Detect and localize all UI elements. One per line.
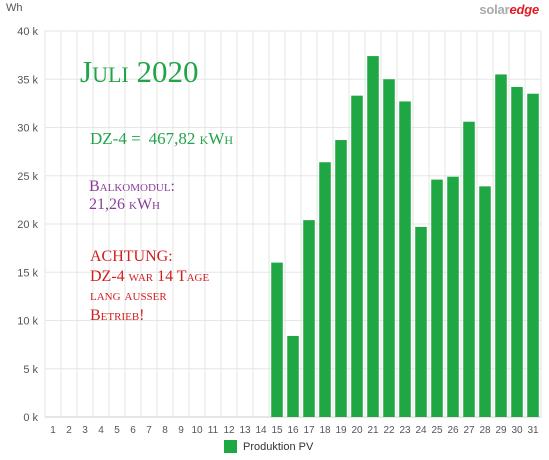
bar [447, 176, 459, 417]
x-tick-label: 31 [527, 425, 539, 436]
x-tick-label: 2 [66, 425, 72, 436]
bar [415, 226, 427, 417]
x-tick-label: 8 [162, 425, 168, 436]
x-tick-label: 11 [208, 425, 219, 436]
x-tick-label: 17 [303, 425, 315, 436]
bar [495, 74, 507, 418]
y-tick-label: 25 k [17, 171, 38, 183]
bar [287, 335, 299, 417]
x-tick-label: 3 [82, 425, 88, 436]
x-tick-label: 10 [191, 425, 203, 436]
x-tick-label: 29 [495, 425, 507, 436]
x-tick-label: 9 [178, 425, 184, 436]
y-tick-label: 10 k [17, 316, 38, 328]
x-tick-label: 4 [98, 425, 104, 436]
bar [527, 93, 539, 417]
x-tick-label: 15 [271, 425, 283, 436]
dz4-label: DZ-4 = [90, 129, 141, 148]
bar [463, 121, 475, 418]
dz4-value: 467,82 kWh [148, 129, 234, 148]
x-tick-label: 22 [383, 425, 395, 436]
dz4-annotation: DZ-4 = 467,82 kWh [90, 129, 234, 149]
x-tick-label: 5 [114, 425, 120, 436]
x-tick-label: 7 [146, 425, 152, 436]
warning-line-2: DZ-4 war 14 Tage [90, 267, 210, 285]
balkomodul-value: 21,26 kWh [89, 195, 160, 213]
x-tick-label: 1 [50, 425, 56, 436]
y-tick-label: 40 k [17, 26, 38, 38]
bar [335, 140, 347, 418]
logo-text-solar: solar [479, 2, 510, 17]
x-tick-label: 18 [319, 425, 331, 436]
bar [319, 162, 331, 417]
warning-line-1: ACHTUNG: [90, 248, 173, 265]
x-tick-label: 24 [415, 425, 427, 436]
x-tick-label: 27 [463, 425, 475, 436]
warning-annotation: ACHTUNG: DZ-4 war 14 Tage lang ausser Be… [90, 247, 209, 325]
x-tick-label: 6 [130, 425, 136, 436]
solaredge-logo: solaredge [479, 2, 539, 17]
bar [271, 262, 283, 417]
x-tick-label: 26 [447, 425, 459, 436]
legend-swatch [224, 440, 237, 453]
y-tick-label: 5 k [23, 364, 38, 376]
bar [511, 86, 523, 417]
y-tick-label: 0 k [23, 412, 38, 424]
bar [399, 101, 411, 417]
balkomodul-annotation: Balkomodul: 21,26 kWh [89, 178, 175, 213]
x-tick-label: 13 [239, 425, 251, 436]
balkomodul-label: Balkomodul: [89, 178, 175, 195]
x-tick-label: 12 [223, 425, 235, 436]
bar [367, 56, 379, 418]
legend-label: Produktion PV [243, 440, 314, 453]
y-tick-label: 30 k [17, 123, 38, 135]
chart-title: Juli 2020 [80, 54, 199, 89]
x-tick-label: 20 [351, 425, 363, 436]
x-tick-label: 16 [287, 425, 299, 436]
y-tick-label: 20 k [17, 219, 38, 231]
bar [383, 79, 395, 417]
bar [303, 220, 315, 417]
x-tick-label: 21 [367, 425, 379, 436]
bar [351, 95, 363, 417]
y-tick-label: 35 k [17, 74, 38, 86]
legend[interactable]: Produktion PV [224, 440, 313, 453]
x-tick-label: 19 [335, 425, 347, 436]
x-tick-label: 14 [255, 425, 267, 436]
x-tick-label: 28 [479, 425, 491, 436]
bar [431, 179, 443, 417]
warning-line-3: lang ausser [90, 287, 167, 305]
y-axis-unit-label: Wh [6, 2, 23, 14]
x-tick-label: 30 [511, 425, 523, 436]
warning-line-4: Betrieb! [90, 306, 145, 324]
bar [479, 186, 491, 417]
x-tick-label: 23 [399, 425, 411, 436]
logo-text-edge: edge [509, 2, 539, 17]
y-tick-label: 15 k [17, 267, 38, 279]
x-tick-label: 25 [431, 425, 443, 436]
